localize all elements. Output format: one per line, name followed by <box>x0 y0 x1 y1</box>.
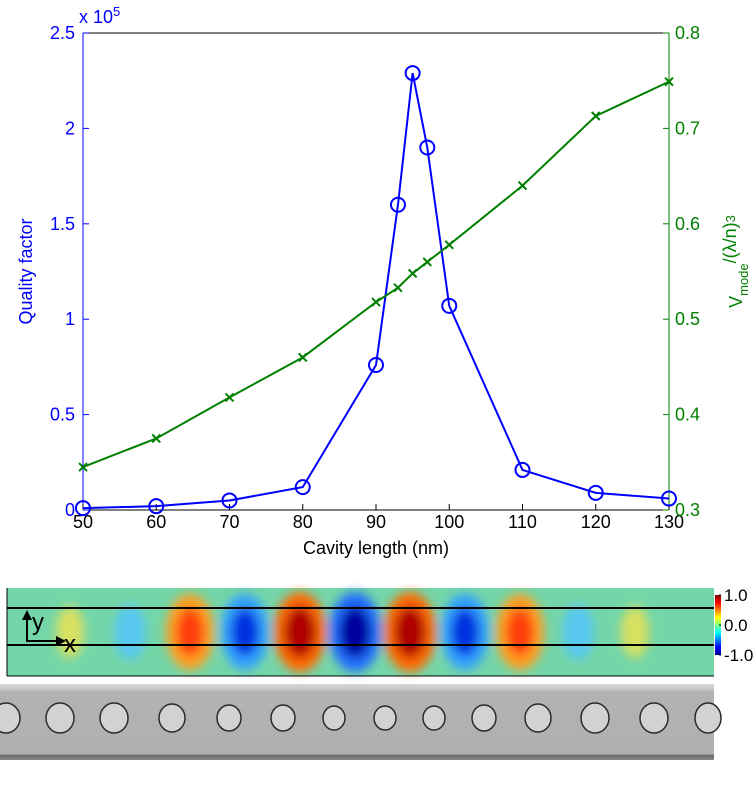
y2-label-part: mode <box>736 263 751 296</box>
y2-tick-label: 0.8 <box>675 23 700 43</box>
arrow-heads <box>22 610 66 646</box>
field-x-label: x <box>64 631 76 658</box>
marker <box>591 111 601 121</box>
multiplier-exponent: 5 <box>113 4 120 19</box>
marker <box>441 297 458 314</box>
chart: 50 60 70 80 90 100 110 120 130 0 0.5 1 1.5 2 2.5 0.3 0.4… <box>16 4 751 558</box>
x-tick-label: 100 <box>434 512 464 532</box>
marker <box>444 240 454 250</box>
y-axis-label: Quality factor <box>16 218 36 324</box>
marker <box>407 268 418 279</box>
x-tick-label: 110 <box>508 512 537 532</box>
y2-label-part: 3 <box>723 215 738 222</box>
y2-axis-label: Vmode/(λ/n)3 <box>720 215 751 308</box>
x-tick-label: 120 <box>581 512 611 532</box>
x-tick-label: 50 <box>73 512 93 532</box>
x-tick-label: 60 <box>146 512 166 532</box>
y-tick-label: 1 <box>65 309 75 329</box>
multiplier-base: x 10 <box>79 7 113 27</box>
axes-arrow <box>26 618 58 642</box>
y-tick-label: 1.5 <box>50 214 75 234</box>
y2-tick-label: 0.5 <box>675 309 700 329</box>
y2-tick-label: 0.6 <box>675 214 700 234</box>
marker <box>587 484 604 501</box>
marker <box>78 462 88 472</box>
marker <box>294 479 311 496</box>
series-line <box>82 80 670 469</box>
x-tick-label: 90 <box>366 512 386 532</box>
x-axis-label: Cavity length (nm) <box>303 538 449 558</box>
marker <box>517 180 528 191</box>
marker <box>151 433 161 444</box>
marker <box>221 492 238 509</box>
y2-label-part: /(λ/n) <box>720 222 740 263</box>
y2-tick-label: 0.4 <box>675 405 700 425</box>
marker <box>75 500 91 517</box>
marker <box>371 297 381 307</box>
marker <box>368 356 384 373</box>
field-panel: y x <box>6 588 721 677</box>
marker <box>393 283 403 293</box>
marker <box>298 352 308 363</box>
y-multiplier: x 105 <box>79 4 120 27</box>
colorbar-tick-label: -1.0 <box>724 646 753 665</box>
marker <box>514 461 531 478</box>
colorbar-tick-label: 1.0 <box>724 586 748 605</box>
y-tick-label: 0.5 <box>50 405 75 425</box>
colorbar <box>715 595 721 655</box>
y2-tick-label: 0.7 <box>675 118 700 138</box>
y-tick-label: 2.5 <box>50 23 75 43</box>
field-y-label: y <box>32 609 44 636</box>
marker <box>404 65 421 82</box>
marker <box>148 498 165 515</box>
colorbar-tick-label: 0.0 <box>724 616 748 635</box>
y2-tick-label: 0.3 <box>675 500 700 520</box>
marker <box>389 196 406 213</box>
x-tick-label: 80 <box>293 512 313 532</box>
y2-label-part: V <box>726 296 746 308</box>
marker <box>224 392 235 403</box>
holes <box>0 702 722 734</box>
marker <box>661 490 677 507</box>
x-tick-label: 70 <box>219 512 239 532</box>
x-tick-label: 130 <box>654 512 684 532</box>
marker <box>664 76 674 87</box>
series-line <box>82 72 670 510</box>
structure-panel <box>0 684 722 760</box>
y-tick-label: 2 <box>65 118 75 138</box>
marker <box>422 257 432 267</box>
marker <box>419 139 436 156</box>
y-tick-label: 0 <box>65 500 75 520</box>
